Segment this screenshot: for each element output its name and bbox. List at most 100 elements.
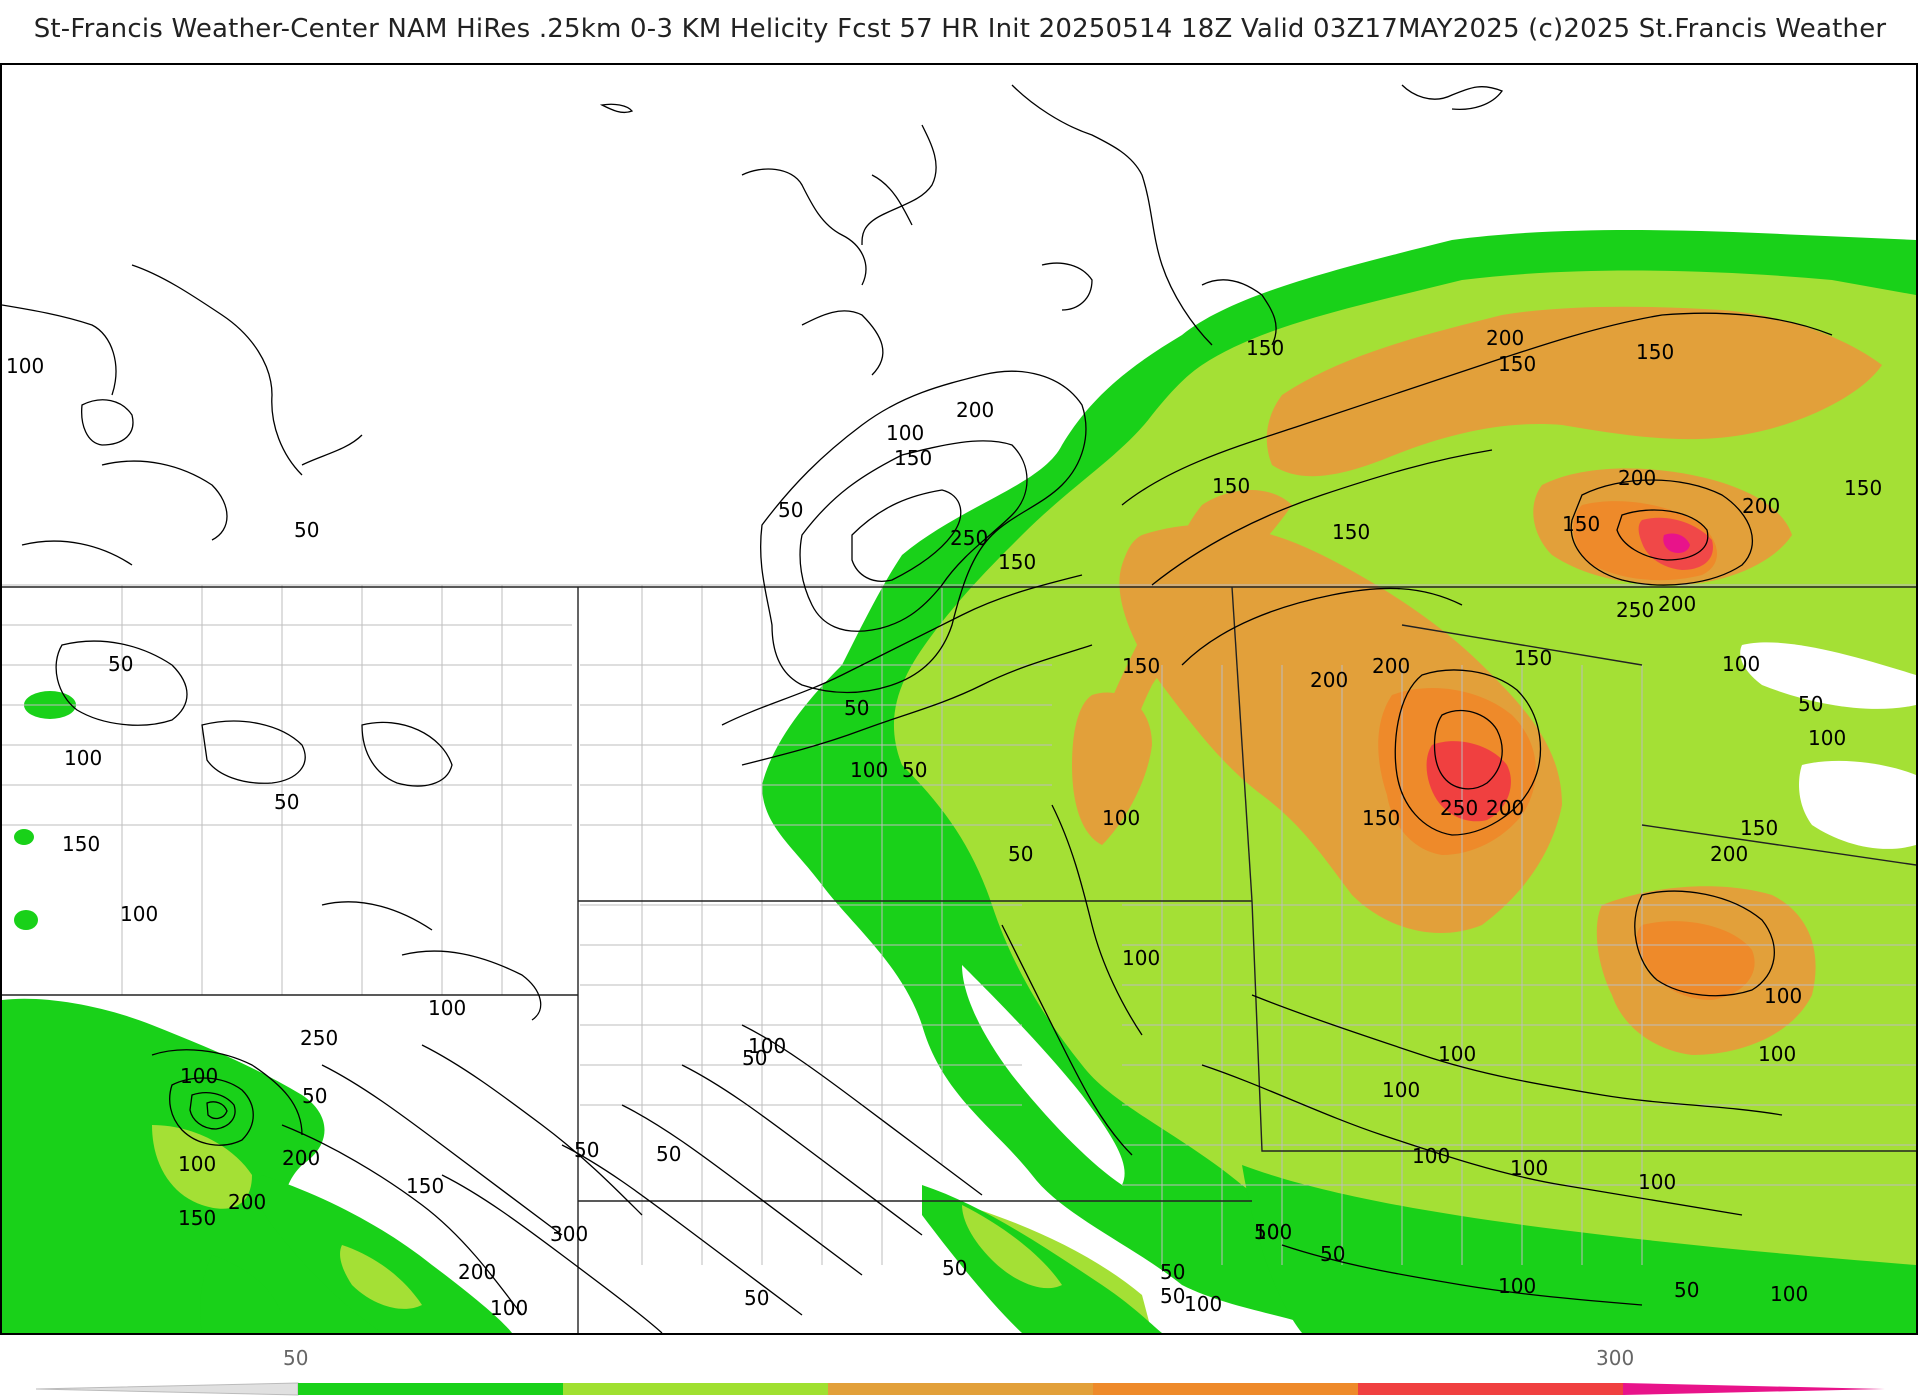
contour-label: 200 xyxy=(1310,668,1348,692)
contour-label: 100 xyxy=(1758,1042,1796,1066)
contour-label: 200 xyxy=(1486,796,1524,820)
contour-label: 50 xyxy=(1674,1278,1699,1302)
contour-label: 50 xyxy=(744,1286,769,1310)
contour-label: 250 xyxy=(300,1026,338,1050)
contour-label: 150 xyxy=(1362,806,1400,830)
fill-green-streak-1 xyxy=(1242,1165,1916,1333)
colorbar-label-low: 50 xyxy=(283,1346,309,1370)
contour-label: 50 xyxy=(902,758,927,782)
contour-label: 300 xyxy=(550,1222,588,1246)
fill-green-sw-2 xyxy=(256,1175,512,1333)
contour-label: 100 xyxy=(1122,946,1160,970)
contour-label: 50 xyxy=(1798,692,1823,716)
contour-label: 200 xyxy=(1618,466,1656,490)
contour-label: 150 xyxy=(1562,512,1600,536)
colorbar-right-tip xyxy=(1623,1383,1885,1395)
fill-yellowgreen-south xyxy=(962,1205,1062,1289)
contour-label: 100 xyxy=(1638,1170,1676,1194)
contour-label: 100 xyxy=(120,902,158,926)
contour-label: 100 xyxy=(1412,1144,1450,1168)
contour-label: 50 xyxy=(294,518,319,542)
contour-label: 150 xyxy=(1332,520,1370,544)
contour-label: 150 xyxy=(1498,352,1536,376)
contour-label: 200 xyxy=(1742,494,1780,518)
contour-label: 250 xyxy=(950,526,988,550)
fill-white-gap-3 xyxy=(1799,760,1916,849)
contour-label: 100 xyxy=(490,1296,528,1320)
colorbar: 50 300 xyxy=(0,1340,1920,1400)
helicity-fill-layer xyxy=(2,230,1916,1333)
contour-label: 100 xyxy=(1498,1274,1536,1298)
contour-label: 50 xyxy=(778,498,803,522)
contour-label: 150 xyxy=(1212,474,1250,498)
contour-label: 50 xyxy=(742,1046,767,1070)
contour-label: 100 xyxy=(748,1034,786,1058)
fill-green-spot-2 xyxy=(14,829,34,845)
contour-label: 50 xyxy=(656,1142,681,1166)
contour-label: 50 xyxy=(302,1084,327,1108)
state-lines xyxy=(2,586,1916,1333)
coastline-lines xyxy=(2,84,1504,476)
contour-label: 50 xyxy=(574,1138,599,1162)
colorbar-segment xyxy=(298,1383,563,1395)
fill-green-sw-3 xyxy=(200,1255,282,1333)
contour-label: 150 xyxy=(406,1174,444,1198)
contour-label: 50 xyxy=(1160,1284,1185,1308)
map-panel: 100 50 100 200 150 50 250 150 150 200 15… xyxy=(0,63,1918,1335)
contour-label: 150 xyxy=(178,1206,216,1230)
contour-label: 200 xyxy=(956,398,994,422)
contour-label: 100 xyxy=(850,758,888,782)
contour-label: 150 xyxy=(62,832,100,856)
contour-label: 100 xyxy=(178,1152,216,1176)
contour-label: 100 xyxy=(886,421,924,445)
contour-label: 100 xyxy=(1808,726,1846,750)
helicity-map: 100 50 100 200 150 50 250 150 150 200 15… xyxy=(2,84,1916,1333)
contour-label: 100 xyxy=(1764,984,1802,1008)
contour-label: 100 xyxy=(1722,652,1760,676)
contour-label: 200 xyxy=(458,1260,496,1284)
fill-darkorange-east xyxy=(1636,921,1755,1000)
contour-label: 100 xyxy=(1102,806,1140,830)
contour-label: 200 xyxy=(1372,654,1410,678)
contour-label: 50 xyxy=(1008,842,1033,866)
fill-white-gap-2 xyxy=(1740,642,1916,709)
fill-magenta-ne xyxy=(1663,533,1690,553)
contour-label: 200 xyxy=(1486,326,1524,350)
fill-red-center xyxy=(1426,741,1511,822)
contour-label: 100 xyxy=(1382,1078,1420,1102)
contour-label: 150 xyxy=(1844,476,1882,500)
helicity-contours xyxy=(21,262,1833,1333)
contour-label: 50 xyxy=(1160,1260,1185,1284)
fill-green-spot-3 xyxy=(14,910,38,930)
contour-label: 50 xyxy=(942,1256,967,1280)
colorbar-segment xyxy=(1358,1383,1623,1395)
contour-label: 100 xyxy=(1254,1220,1292,1244)
contour-label: 150 xyxy=(894,446,932,470)
contour-label: 50 xyxy=(274,790,299,814)
contour-label: 150 xyxy=(1636,340,1674,364)
contour-label: 100 xyxy=(1510,1156,1548,1180)
contour-label: 150 xyxy=(998,550,1036,574)
contour-labels: 100 50 100 200 150 50 250 150 150 200 15… xyxy=(6,326,1882,1320)
contour-label: 100 xyxy=(180,1064,218,1088)
colorbar-scale xyxy=(35,1382,1885,1396)
contour-label: 100 xyxy=(428,996,466,1020)
contour-label: 100 xyxy=(1438,1042,1476,1066)
colorbar-left-tip xyxy=(35,1382,299,1396)
contour-label: 250 xyxy=(1440,796,1478,820)
chart-title: St-Francis Weather-Center NAM HiRes .25k… xyxy=(33,14,1887,44)
contour-label: 250 xyxy=(1616,598,1654,622)
contour-label: 50 xyxy=(108,652,133,676)
contour-label: 150 xyxy=(1122,654,1160,678)
fill-white-gap-1 xyxy=(962,965,1125,1185)
contour-label: 100 xyxy=(6,354,44,378)
contour-label: 100 xyxy=(64,746,102,770)
fill-yellowgreen-sw-2 xyxy=(340,1245,422,1309)
contour-label: 150 xyxy=(1740,816,1778,840)
colorbar-segment xyxy=(563,1383,828,1395)
fill-orange-west xyxy=(1072,692,1152,845)
contour-label: 50 xyxy=(844,696,869,720)
contour-label: 200 xyxy=(228,1190,266,1214)
contour-label: 200 xyxy=(1658,592,1696,616)
fill-orange-band-1 xyxy=(1266,306,1882,477)
